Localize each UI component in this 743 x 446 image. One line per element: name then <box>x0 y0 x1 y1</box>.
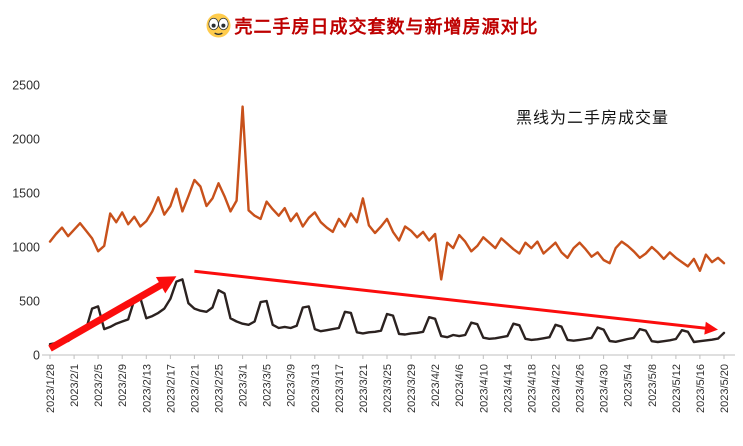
svg-text:2023/3/17: 2023/3/17 <box>334 364 346 413</box>
svg-text:2023/2/1: 2023/2/1 <box>69 364 81 407</box>
svg-text:2023/3/29: 2023/3/29 <box>406 364 418 413</box>
svg-text:2023/5/20: 2023/5/20 <box>719 364 731 413</box>
svg-text:2023/4/2: 2023/4/2 <box>430 364 442 407</box>
svg-text:1500: 1500 <box>12 187 40 201</box>
svg-text:2023/3/21: 2023/3/21 <box>358 364 370 413</box>
svg-text:2023/3/5: 2023/3/5 <box>262 364 274 407</box>
svg-text:1000: 1000 <box>12 241 40 255</box>
svg-text:2023/4/26: 2023/4/26 <box>575 364 587 413</box>
svg-text:2023/2/17: 2023/2/17 <box>165 364 177 413</box>
svg-text:2023/4/18: 2023/4/18 <box>526 364 538 413</box>
svg-text:2023/4/6: 2023/4/6 <box>454 364 466 407</box>
svg-text:2023/4/22: 2023/4/22 <box>551 364 563 413</box>
svg-text:2023/1/28: 2023/1/28 <box>45 364 57 413</box>
chart-title: 壳二手房日成交套数与新增房源对比 <box>0 12 743 39</box>
svg-text:2023/3/25: 2023/3/25 <box>382 364 394 413</box>
series-note-label: 黑线为二手房成交量 <box>516 110 670 127</box>
svg-text:2023/4/10: 2023/4/10 <box>478 364 490 413</box>
svg-text:2023/4/14: 2023/4/14 <box>502 364 514 413</box>
svg-text:2023/3/1: 2023/3/1 <box>238 364 250 407</box>
svg-text:2500: 2500 <box>12 79 40 93</box>
flushed-face-emoji <box>205 12 232 39</box>
svg-text:2023/3/13: 2023/3/13 <box>310 364 322 413</box>
svg-text:2023/5/16: 2023/5/16 <box>695 364 707 413</box>
svg-text:2023/2/13: 2023/2/13 <box>141 364 153 413</box>
svg-text:500: 500 <box>19 295 40 309</box>
svg-text:2023/5/12: 2023/5/12 <box>671 364 683 413</box>
svg-text:2023/2/25: 2023/2/25 <box>214 364 226 413</box>
svg-text:2023/3/9: 2023/3/9 <box>286 364 298 407</box>
svg-text:2000: 2000 <box>12 133 40 147</box>
svg-text:2023/5/8: 2023/5/8 <box>647 364 659 407</box>
chart-title-text: 壳二手房日成交套数与新增房源对比 <box>234 16 539 37</box>
svg-text:2023/5/4: 2023/5/4 <box>623 364 635 407</box>
svg-text:0: 0 <box>33 349 40 363</box>
svg-text:2023/2/21: 2023/2/21 <box>189 364 201 413</box>
svg-text:2023/4/30: 2023/4/30 <box>599 364 611 413</box>
svg-text:2023/2/5: 2023/2/5 <box>93 364 105 407</box>
svg-text:2023/2/9: 2023/2/9 <box>117 364 129 407</box>
